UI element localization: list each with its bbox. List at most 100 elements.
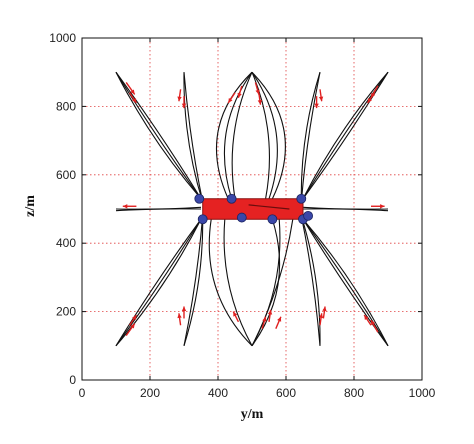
- trajectory-line: [183, 215, 204, 346]
- node: [267, 214, 278, 225]
- arrow: [318, 313, 324, 326]
- trajectory-line: [223, 219, 253, 347]
- y-tick-label: 1000: [49, 31, 76, 45]
- arrow: [267, 309, 273, 322]
- arrow-head: [367, 98, 372, 103]
- trajectory-line: [302, 71, 389, 200]
- arrow-head: [181, 306, 187, 311]
- x-tick-label: 0: [79, 386, 86, 400]
- x-axis-label: y/m: [241, 407, 264, 422]
- trajectory-line: [223, 71, 253, 199]
- arrow-head: [318, 313, 324, 319]
- arrow-head: [181, 103, 187, 109]
- arrow: [122, 204, 137, 209]
- arrow-head: [380, 204, 385, 209]
- platform: [202, 198, 304, 220]
- trajectory-line: [183, 72, 204, 203]
- arrow: [261, 316, 267, 329]
- arrow: [177, 313, 182, 326]
- y-tick-label: 400: [56, 236, 76, 250]
- arrow: [257, 92, 263, 105]
- y-tick-label: 800: [56, 99, 76, 113]
- arrow-head: [237, 92, 242, 98]
- arrow-head: [130, 89, 135, 95]
- node: [303, 210, 314, 221]
- arrow: [370, 319, 379, 333]
- trajectory-line: [300, 215, 321, 346]
- arrow: [371, 204, 385, 209]
- arrow: [129, 92, 137, 104]
- trajectory-line: [115, 218, 202, 347]
- arrow-head: [132, 315, 137, 320]
- arrow: [232, 311, 240, 323]
- arrow: [318, 89, 324, 102]
- trajectory-line: [208, 219, 253, 347]
- trajectory-line: [115, 71, 202, 200]
- platform-body: [202, 198, 304, 220]
- x-tick-label: 1000: [409, 386, 436, 400]
- trajectory-line: [251, 219, 281, 347]
- trajectory-line: [251, 219, 281, 347]
- trajectory-line: [300, 215, 321, 346]
- trajectory-line: [251, 71, 278, 199]
- arrow-head: [318, 96, 324, 102]
- arrow-head: [371, 320, 376, 326]
- arrow-head: [257, 99, 263, 105]
- trajectory-line: [251, 71, 271, 199]
- trajectory-line: [302, 71, 389, 199]
- arrow: [129, 314, 137, 326]
- arrow: [367, 92, 375, 104]
- arrow-head: [177, 313, 182, 319]
- arrow-head: [364, 315, 369, 320]
- arrow-head: [130, 323, 135, 329]
- arrow-head: [233, 311, 238, 317]
- y-tick-label: 600: [56, 168, 76, 182]
- arrow: [275, 316, 282, 329]
- arrow: [125, 323, 136, 336]
- trajectory-line: [251, 219, 294, 347]
- arrow-head: [228, 98, 233, 103]
- arrow: [181, 306, 187, 319]
- arrow-head: [122, 204, 128, 209]
- arrow-head: [277, 316, 282, 322]
- trajectory-line: [300, 72, 321, 203]
- trajectory-line: [251, 71, 286, 199]
- trajectory-line: [115, 71, 202, 200]
- trajectory-line: [183, 72, 204, 203]
- node: [194, 193, 205, 204]
- arrow: [237, 85, 243, 99]
- arrow-head: [267, 309, 273, 315]
- arrow: [363, 314, 372, 326]
- node: [197, 214, 208, 225]
- axis-ticks: 0 200 400 600 800 1000 0 200 400 600 800 1000: [49, 31, 435, 400]
- arrow: [322, 306, 327, 319]
- platform-trace: [248, 204, 290, 210]
- arrow-head: [177, 96, 182, 102]
- x-tick-label: 200: [140, 386, 160, 400]
- node: [236, 212, 247, 223]
- y-tick-label: 200: [56, 305, 76, 319]
- x-tick-label: 400: [208, 386, 228, 400]
- arrow-head: [132, 98, 137, 103]
- trajectory-line: [115, 208, 202, 212]
- arrow-head: [262, 316, 267, 322]
- trajectory-line: [183, 215, 204, 346]
- trajectory-line: [115, 71, 202, 200]
- trajectory-line: [231, 71, 253, 199]
- y-axis-label: z/m: [23, 195, 38, 217]
- trajectory-line: [302, 218, 389, 347]
- arrow: [181, 96, 187, 109]
- arrow: [314, 96, 319, 109]
- trajectory-line: [115, 219, 202, 347]
- trajectory-line: [115, 218, 202, 347]
- arrow-head: [314, 103, 319, 109]
- trajectory-line: [300, 72, 321, 203]
- arrow: [125, 82, 136, 95]
- plot-frame: [81, 37, 423, 381]
- node: [296, 193, 307, 204]
- x-tick-label: 600: [276, 386, 296, 400]
- trajectory-line: [215, 71, 253, 199]
- arrow: [227, 92, 236, 104]
- arrow: [177, 89, 182, 102]
